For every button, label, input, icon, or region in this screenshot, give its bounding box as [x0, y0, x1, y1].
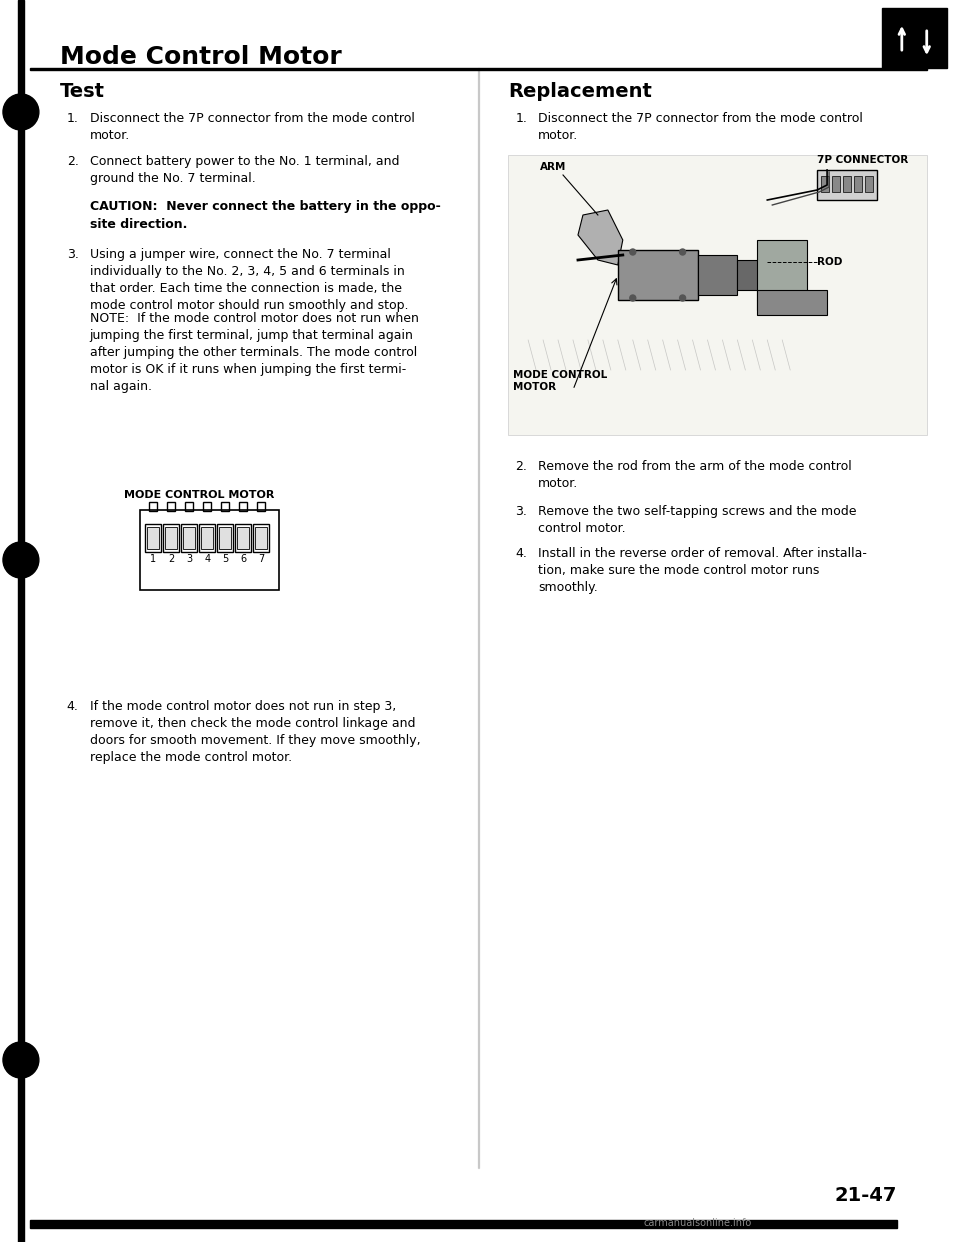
Text: Remove the rod from the arm of the mode control
motor.: Remove the rod from the arm of the mode … [539, 460, 852, 491]
Text: Disconnect the 7P connector from the mode control
motor.: Disconnect the 7P connector from the mod… [539, 112, 863, 142]
Text: 7: 7 [258, 554, 264, 564]
Text: Remove the two self-tapping screws and the mode
control motor.: Remove the two self-tapping screws and t… [539, 505, 856, 535]
Bar [221, 502, 229, 510]
Bar [882, 7, 947, 68]
Bar [217, 524, 233, 551]
Bar [30, 68, 926, 70]
Bar [139, 510, 279, 590]
Circle shape [3, 94, 38, 130]
Text: CAUTION:  Never connect the battery in the oppo-
site direction.: CAUTION: Never connect the battery in th… [89, 200, 441, 231]
Bar [239, 502, 247, 510]
Text: 2: 2 [168, 554, 175, 564]
Bar [235, 524, 252, 551]
Bar [257, 502, 265, 510]
Text: 6: 6 [240, 554, 246, 564]
Bar [150, 502, 157, 510]
Text: Test: Test [60, 82, 105, 101]
Bar [698, 255, 737, 296]
Text: 4.: 4. [67, 700, 79, 713]
Bar [865, 176, 873, 193]
Text: 7P CONNECTOR: 7P CONNECTOR [817, 155, 908, 165]
Circle shape [3, 1042, 38, 1078]
Text: Install in the reverse order of removal. After installa-
tion, make sure the mod: Install in the reverse order of removal.… [539, 546, 867, 594]
Bar [204, 502, 211, 510]
Bar [508, 155, 926, 435]
Bar [757, 240, 807, 310]
Text: 1.: 1. [516, 112, 527, 125]
Text: Using a jumper wire, connect the No. 7 terminal
individually to the No. 2, 3, 4,: Using a jumper wire, connect the No. 7 t… [89, 248, 408, 312]
Bar [618, 250, 698, 301]
Polygon shape [578, 210, 623, 265]
Bar [219, 527, 231, 549]
Text: Connect battery power to the No. 1 terminal, and
ground the No. 7 terminal.: Connect battery power to the No. 1 termi… [89, 155, 399, 185]
Circle shape [680, 296, 685, 301]
Bar [167, 502, 176, 510]
Bar [832, 176, 840, 193]
Bar [200, 524, 215, 551]
Bar [202, 527, 213, 549]
Bar [183, 527, 195, 549]
Bar [478, 68, 479, 1167]
Circle shape [3, 542, 38, 578]
Text: 1.: 1. [67, 112, 79, 125]
Bar [821, 176, 829, 193]
Text: Disconnect the 7P connector from the mode control
motor.: Disconnect the 7P connector from the mod… [89, 112, 415, 142]
Text: Mode Control Motor: Mode Control Motor [60, 45, 342, 70]
Bar [148, 527, 159, 549]
Bar [843, 176, 851, 193]
Text: 2.: 2. [516, 460, 527, 473]
Text: MODE CONTROL MOTOR: MODE CONTROL MOTOR [124, 491, 275, 501]
Bar [163, 524, 180, 551]
Text: carmanualsonline.info: carmanualsonline.info [643, 1218, 752, 1228]
Bar [854, 176, 862, 193]
Text: 1: 1 [151, 554, 156, 564]
Text: 3: 3 [186, 554, 192, 564]
Bar [737, 260, 767, 289]
Text: NOTE:  If the mode control motor does not run when
jumping the first terminal, j: NOTE: If the mode control motor does not… [89, 312, 419, 392]
Bar [146, 524, 161, 551]
Bar [30, 1220, 897, 1228]
Bar [18, 0, 24, 1242]
Bar [185, 502, 193, 510]
Text: ARM: ARM [540, 161, 566, 171]
Bar [817, 170, 876, 200]
Text: 3.: 3. [67, 248, 79, 261]
Text: If the mode control motor does not run in step 3,
remove it, then check the mode: If the mode control motor does not run i… [89, 700, 420, 764]
Text: Replacement: Replacement [508, 82, 652, 101]
Circle shape [680, 248, 685, 255]
Text: ROD: ROD [817, 257, 843, 267]
Bar [255, 527, 267, 549]
Circle shape [630, 296, 636, 301]
Bar [757, 289, 828, 315]
Text: MODE CONTROL
MOTOR: MODE CONTROL MOTOR [514, 370, 608, 392]
Bar [165, 527, 178, 549]
Bar [237, 527, 250, 549]
Text: 21-47: 21-47 [834, 1186, 897, 1205]
Text: 3.: 3. [516, 505, 527, 518]
Circle shape [630, 248, 636, 255]
Text: 5: 5 [222, 554, 228, 564]
Text: 4: 4 [204, 554, 210, 564]
Bar [253, 524, 269, 551]
Text: 4.: 4. [516, 546, 527, 560]
Text: 2.: 2. [67, 155, 79, 168]
Bar [181, 524, 198, 551]
